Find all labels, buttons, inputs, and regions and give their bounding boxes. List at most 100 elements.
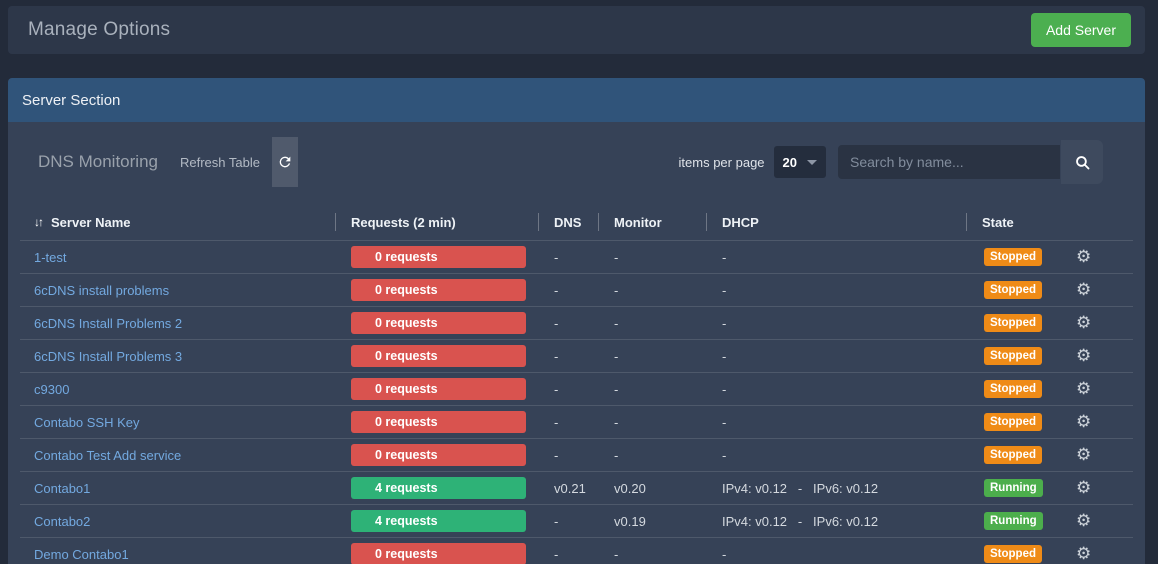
panel-header-title: Server Section <box>22 92 120 109</box>
dhcp-cell: - <box>706 349 966 364</box>
refresh-button[interactable] <box>272 137 298 187</box>
add-server-button[interactable]: Add Server <box>1031 13 1131 47</box>
server-section-panel: Server Section DNS Monitoring Refresh Ta… <box>8 78 1145 564</box>
requests-badge: 4 requests <box>351 510 526 532</box>
items-per-page-label: items per page <box>679 155 765 170</box>
page-title: Manage Options <box>28 19 170 41</box>
table-row: 1-test 0 requests - - - Stopped ⚙ <box>20 240 1133 273</box>
server-name-link[interactable]: Contabo2 <box>34 514 90 529</box>
monitor-cell: - <box>598 547 706 562</box>
state-badge: Running <box>984 512 1043 530</box>
toolbar: DNS Monitoring Refresh Table items per p… <box>38 136 1103 188</box>
refresh-table-label: Refresh Table <box>180 155 260 170</box>
server-name-link[interactable]: Contabo Test Add service <box>34 448 181 463</box>
table-row: Contabo1 4 requests v0.21 v0.20 IPv4: v0… <box>20 471 1133 504</box>
table-row: 6cDNS Install Problems 2 0 requests - - … <box>20 306 1133 339</box>
panel-header: Server Section <box>8 78 1145 122</box>
toolbar-right: items per page 20 <box>679 140 1103 184</box>
requests-badge: 0 requests <box>351 378 526 400</box>
state-badge: Stopped <box>984 545 1042 563</box>
server-name-link[interactable]: Demo Contabo1 <box>34 547 129 562</box>
dhcp-cell: - <box>706 382 966 397</box>
dns-cell: - <box>538 547 598 562</box>
search-input[interactable] <box>838 145 1060 179</box>
dhcp-cell: IPv4: v0.12 - IPv6: v0.12 <box>706 514 966 529</box>
col-header-dhcp: DHCP <box>706 204 966 240</box>
state-badge: Stopped <box>984 314 1042 332</box>
dhcp-cell: - <box>706 547 966 562</box>
panel-body: DNS Monitoring Refresh Table items per p… <box>8 122 1145 564</box>
gear-icon[interactable]: ⚙ <box>1076 513 1091 530</box>
search-bar <box>838 140 1103 184</box>
server-name-link[interactable]: 6cDNS Install Problems 2 <box>34 316 182 331</box>
dns-monitoring-title: DNS Monitoring <box>38 152 158 172</box>
dhcp-cell: - <box>706 415 966 430</box>
servers-table: ↓↑ Server Name Requests (2 min) DNS Moni… <box>20 204 1133 564</box>
search-icon <box>1074 154 1091 171</box>
caret-down-icon <box>807 160 817 165</box>
gear-icon[interactable]: ⚙ <box>1076 348 1091 365</box>
monitor-cell: - <box>598 349 706 364</box>
state-badge: Stopped <box>984 347 1042 365</box>
gear-icon[interactable]: ⚙ <box>1076 282 1091 299</box>
state-badge: Stopped <box>984 413 1042 431</box>
dns-cell: v0.21 <box>538 481 598 496</box>
state-badge: Stopped <box>984 446 1042 464</box>
requests-badge: 0 requests <box>351 345 526 367</box>
dhcp-cell: - <box>706 250 966 265</box>
sort-icon[interactable]: ↓↑ <box>34 215 42 229</box>
monitor-cell: - <box>598 415 706 430</box>
col-header-monitor: Monitor <box>598 204 706 240</box>
items-per-page-select[interactable]: 20 <box>774 146 826 178</box>
col-header-requests: Requests (2 min) <box>335 204 538 240</box>
server-name-link[interactable]: c9300 <box>34 382 69 397</box>
server-name-link[interactable]: 6cDNS Install Problems 3 <box>34 349 182 364</box>
gear-icon[interactable]: ⚙ <box>1076 480 1091 497</box>
refresh-icon <box>277 154 293 170</box>
requests-badge: 0 requests <box>351 444 526 466</box>
dns-cell: - <box>538 415 598 430</box>
table-row: Contabo SSH Key 0 requests - - - Stopped… <box>20 405 1133 438</box>
requests-badge: 0 requests <box>351 279 526 301</box>
dns-cell: - <box>538 382 598 397</box>
col-header-server-name[interactable]: ↓↑ Server Name <box>20 204 335 240</box>
monitor-cell: v0.19 <box>598 514 706 529</box>
table-row: Contabo2 4 requests - v0.19 IPv4: v0.12 … <box>20 504 1133 537</box>
col-header-dns: DNS <box>538 204 598 240</box>
dhcp-cell: - <box>706 316 966 331</box>
dns-cell: - <box>538 283 598 298</box>
requests-badge: 0 requests <box>351 312 526 334</box>
items-per-page-value: 20 <box>783 155 797 170</box>
monitor-cell: - <box>598 448 706 463</box>
gear-icon[interactable]: ⚙ <box>1076 546 1091 563</box>
server-name-link[interactable]: Contabo SSH Key <box>34 415 140 430</box>
monitor-cell: - <box>598 316 706 331</box>
dns-cell: - <box>538 448 598 463</box>
gear-icon[interactable]: ⚙ <box>1076 414 1091 431</box>
monitor-cell: - <box>598 250 706 265</box>
dhcp-cell: - <box>706 283 966 298</box>
state-badge: Running <box>984 479 1043 497</box>
search-button[interactable] <box>1061 140 1103 184</box>
server-name-link[interactable]: 1-test <box>34 250 67 265</box>
requests-badge: 0 requests <box>351 411 526 433</box>
table-row: 6cDNS install problems 0 requests - - - … <box>20 273 1133 306</box>
table-row: c9300 0 requests - - - Stopped ⚙ <box>20 372 1133 405</box>
table-row: 6cDNS Install Problems 3 0 requests - - … <box>20 339 1133 372</box>
server-name-link[interactable]: 6cDNS install problems <box>34 283 169 298</box>
col-header-actions <box>1046 204 1133 240</box>
dhcp-cell: IPv4: v0.12 - IPv6: v0.12 <box>706 481 966 496</box>
state-badge: Stopped <box>984 380 1042 398</box>
gear-icon[interactable]: ⚙ <box>1076 447 1091 464</box>
state-badge: Stopped <box>984 281 1042 299</box>
table-row: Contabo Test Add service 0 requests - - … <box>20 438 1133 471</box>
gear-icon[interactable]: ⚙ <box>1076 315 1091 332</box>
gear-icon[interactable]: ⚙ <box>1076 249 1091 266</box>
dns-cell: - <box>538 514 598 529</box>
dns-cell: - <box>538 349 598 364</box>
monitor-cell: - <box>598 283 706 298</box>
server-name-link[interactable]: Contabo1 <box>34 481 90 496</box>
requests-badge: 0 requests <box>351 246 526 268</box>
gear-icon[interactable]: ⚙ <box>1076 381 1091 398</box>
dns-cell: - <box>538 316 598 331</box>
